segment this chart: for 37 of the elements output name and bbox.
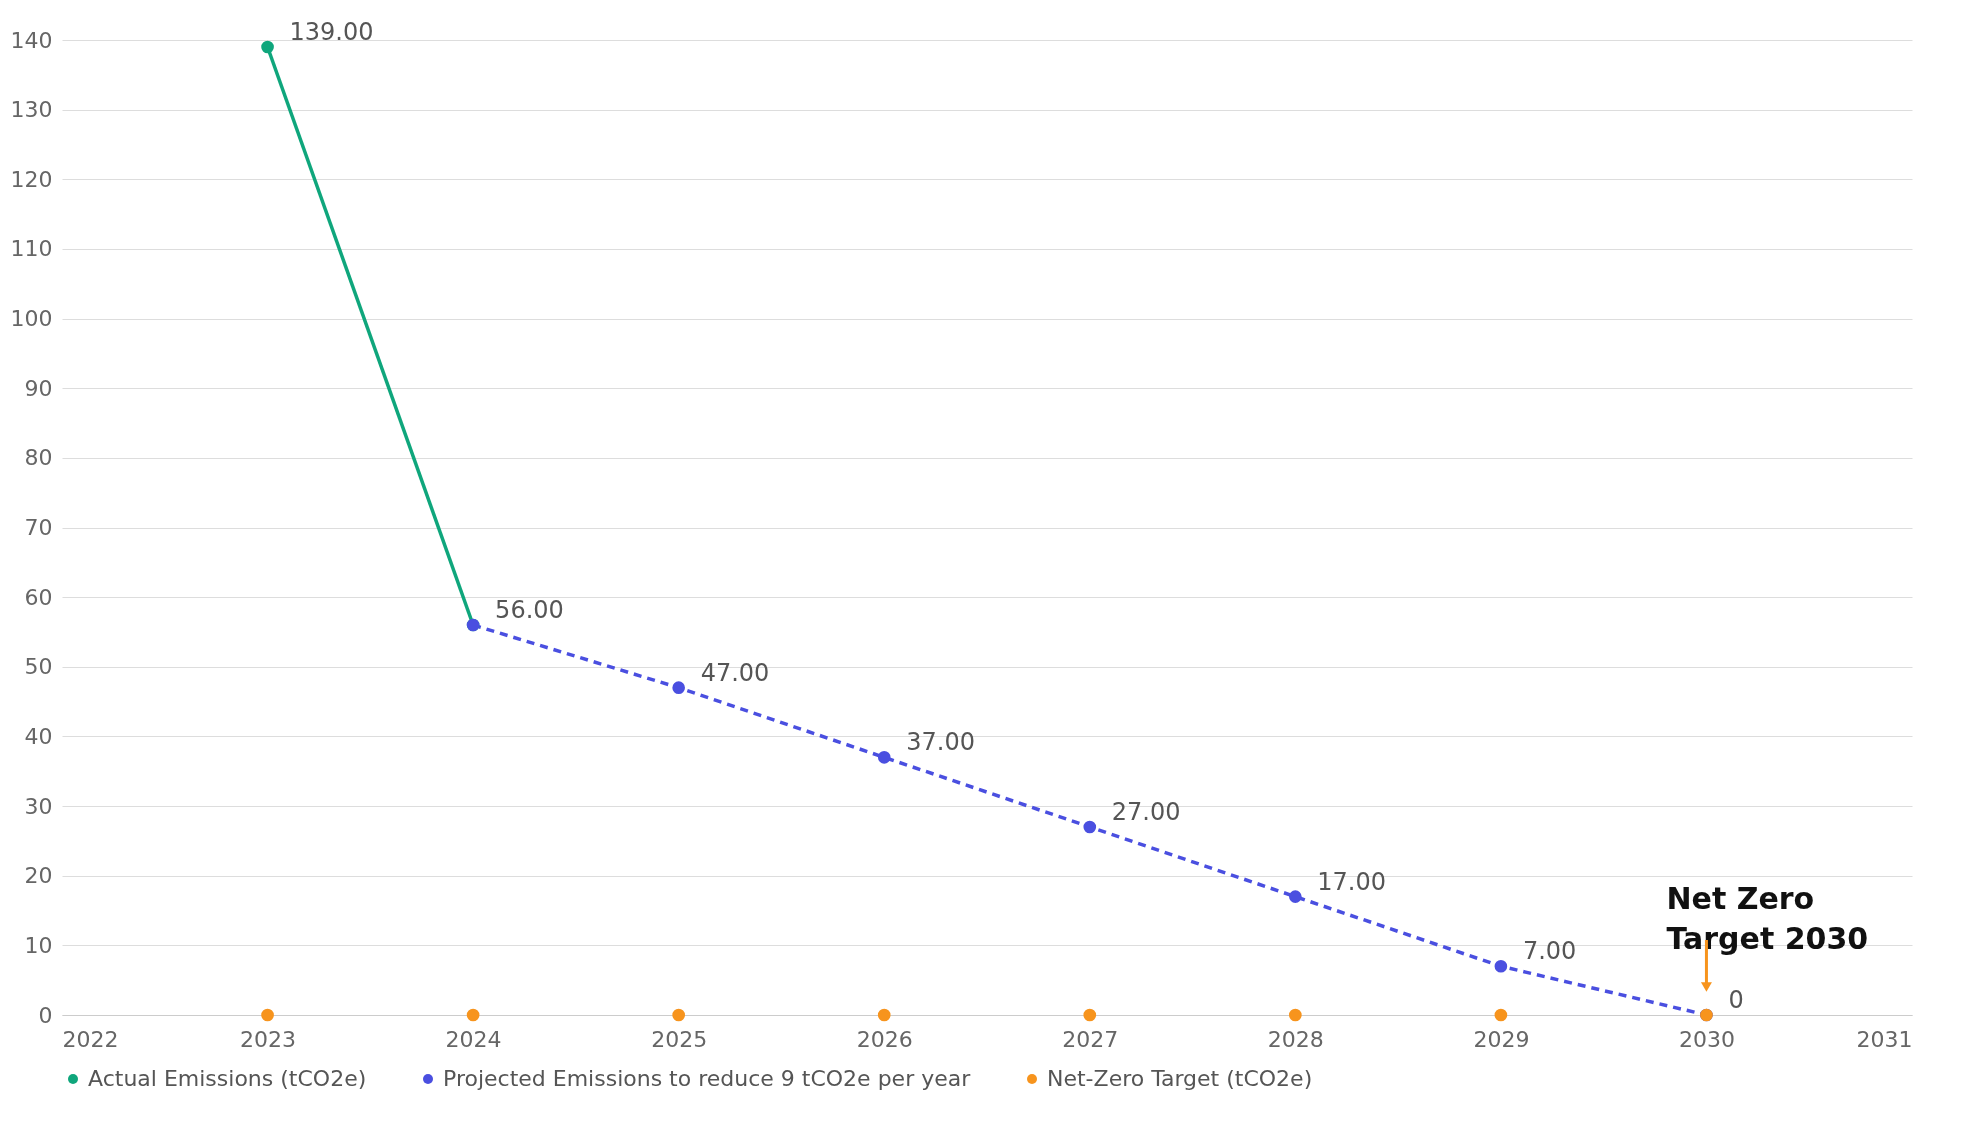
legend-label: Projected Emissions to reduce 9 tCO2e per year [443, 1066, 972, 1091]
x-tick-label: 2028 [1267, 1026, 1324, 1052]
y-tick-label: 130 [10, 97, 53, 123]
y-tick-label: 100 [10, 306, 53, 332]
x-tick-label: 2030 [1678, 1026, 1735, 1052]
x-tick-label: 2029 [1473, 1026, 1530, 1052]
x-tick-label: 2023 [240, 1026, 297, 1052]
data-label: 56.00 [495, 596, 564, 624]
y-tick-label: 70 [24, 515, 53, 540]
y-tick-label: 50 [24, 654, 53, 680]
y-tick-label: 80 [24, 445, 53, 471]
data-label: 17.00 [1317, 867, 1387, 896]
data-label: 37.00 [906, 728, 975, 757]
y-tick-label: 30 [24, 793, 53, 819]
data-label: 139.00 [289, 17, 374, 46]
y-tick-label: 0 [38, 1002, 53, 1028]
y-tick-label: 140 [10, 27, 53, 53]
data-label: 27.00 [1111, 797, 1181, 826]
legend-label: Actual Emissions (tCO2e) [88, 1066, 367, 1091]
y-tick-label: 90 [24, 375, 53, 401]
legend-label: Net-Zero Target (tCO2e) [1047, 1066, 1313, 1091]
x-tick-label: 2031 [1856, 1026, 1913, 1052]
y-tick-label: 60 [24, 584, 53, 610]
y-tick-label: 10 [24, 932, 53, 958]
x-tick-label: 2022 [62, 1026, 119, 1052]
x-tick-label: 2027 [1062, 1026, 1119, 1052]
x-tick-label: 2024 [445, 1026, 502, 1052]
y-tick-label: 120 [10, 166, 53, 192]
y-tick-label: 110 [10, 236, 53, 262]
data-label: 47.00 [700, 658, 770, 687]
annotation: Net Zero Target 2030 [1666, 881, 1869, 956]
y-tick-label: 40 [24, 723, 53, 749]
data-label: 0 [1728, 986, 1744, 1014]
data-label: 7.00 [1522, 937, 1577, 966]
x-tick-label: 2025 [651, 1026, 708, 1052]
x-tick-label: 2026 [856, 1026, 913, 1052]
y-tick-label: 20 [24, 863, 53, 889]
